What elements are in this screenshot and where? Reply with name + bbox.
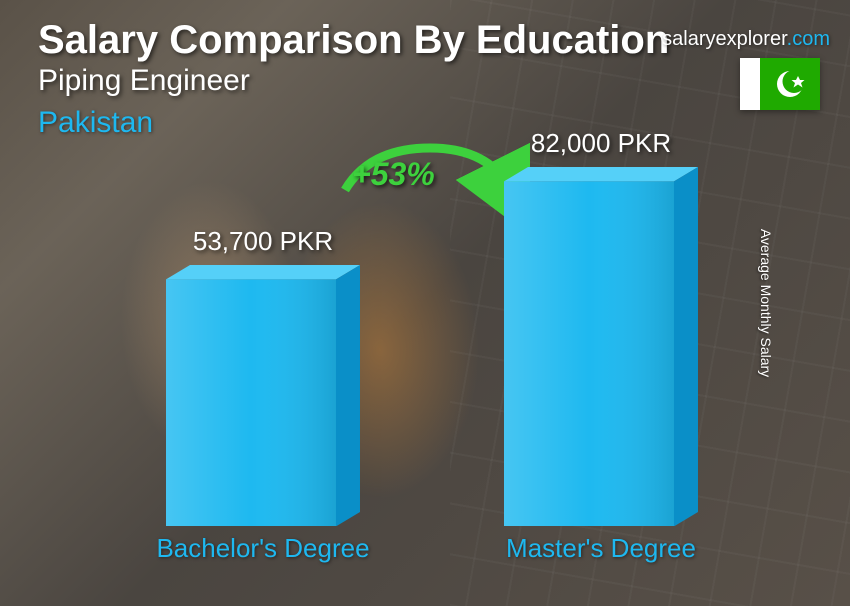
- bar-3d-shape: [504, 167, 698, 526]
- bar-chart: 53,700 PKRBachelor's Degree82,000 PKRMas…: [100, 146, 750, 566]
- bar-0: 53,700 PKR: [166, 226, 360, 526]
- brand-logo-text: salaryexplorer.com: [662, 28, 830, 51]
- brand-prefix: salaryexplorer: [662, 28, 787, 50]
- bar-value-label: 53,700 PKR: [166, 226, 360, 257]
- page-title: Salary Comparison By Education: [38, 18, 669, 63]
- country-name: Pakistan: [38, 106, 153, 140]
- brand-suffix: .com: [787, 28, 830, 50]
- country-flag-icon: [740, 58, 820, 110]
- bar-category-label: Bachelor's Degree: [156, 533, 369, 564]
- bar-value-label: 82,000 PKR: [504, 128, 698, 159]
- y-axis-label: Average Monthly Salary: [758, 229, 774, 377]
- bar-category-label: Master's Degree: [506, 533, 696, 564]
- bar-3d-shape: [166, 265, 360, 526]
- bar-1: 82,000 PKR: [504, 128, 698, 526]
- job-title: Piping Engineer: [38, 64, 250, 98]
